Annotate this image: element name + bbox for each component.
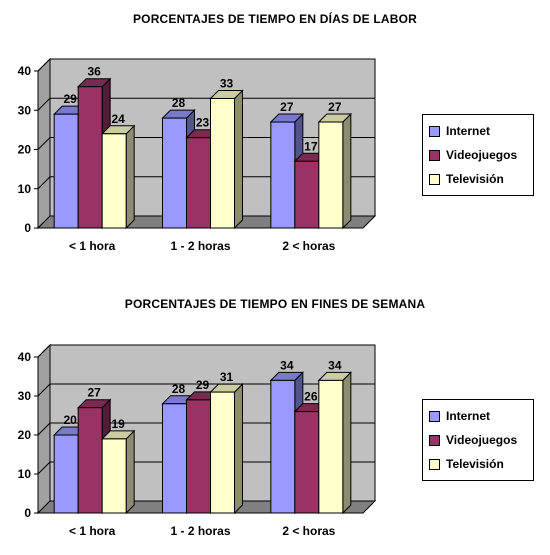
legend-swatch-internet	[429, 125, 440, 137]
chart-fines-de-semana: PORCENTAJES DE TIEMPO EN FINES DE SEMANA…	[0, 285, 550, 555]
bar-television-1-hora	[100, 124, 136, 230]
x-tick-label: 1 - 2 horas	[170, 239, 230, 253]
gridline	[37, 461, 375, 475]
gridline	[37, 137, 375, 150]
gridline	[37, 344, 375, 358]
data-label: 20	[63, 413, 77, 427]
gridline	[37, 58, 375, 72]
legend-item-videojuegos: Videojuegos	[429, 143, 533, 167]
legend-swatch-television	[429, 458, 440, 470]
legend-label: Videojuegos	[446, 148, 518, 162]
bar-front	[270, 121, 296, 229]
gridline	[37, 176, 375, 190]
bar-front	[210, 391, 235, 514]
y-tick-label: 30	[18, 389, 32, 403]
gridline	[37, 383, 375, 397]
chart-title: PORCENTAJES DE TIEMPO EN FINES DE SEMANA	[124, 297, 426, 311]
bar-side	[125, 124, 135, 230]
y-tick-label: 20	[18, 428, 32, 442]
x-tick-label: < 1 hora	[69, 524, 116, 538]
bar-front	[294, 411, 320, 514]
gridline	[37, 97, 375, 111]
data-label: 23	[196, 116, 210, 130]
data-label: 28	[172, 96, 186, 110]
legend-swatch-videojuegos	[429, 434, 440, 446]
bar-side	[234, 382, 243, 515]
data-label: 17	[304, 139, 318, 153]
y-tick-label: 0	[24, 221, 31, 235]
bar-front	[77, 407, 103, 514]
legend-label: Televisión	[446, 172, 504, 186]
data-label: 31	[220, 370, 234, 384]
bar-front	[270, 379, 296, 514]
bar-side	[342, 371, 352, 515]
x-tick-label: 2 < horas	[282, 524, 335, 538]
data-label: 28	[172, 382, 186, 396]
data-label: 33	[220, 76, 234, 90]
data-label: 36	[87, 65, 101, 79]
chart-dias-de-labor: PORCENTAJES DE TIEMPO EN DÍAS DE LABOR 0…	[0, 0, 550, 275]
bar-television-1-2-horas	[209, 89, 244, 230]
bar-chart-plot: 0 10 20 30 40 29 36 24 < 1 hora 28 23 33 1 - 2 horas…	[18, 57, 377, 253]
data-label: 27	[87, 386, 101, 400]
y-tick-label: 40	[18, 350, 32, 364]
bar-front	[101, 133, 127, 229]
bar-front	[318, 379, 344, 514]
data-label: 34	[280, 358, 294, 372]
legend-label: Internet	[446, 409, 491, 423]
legend-swatch-internet	[429, 410, 440, 422]
legend-label: Televisión	[446, 457, 504, 471]
data-label: 27	[280, 100, 294, 114]
y-tick-label: 0	[24, 506, 31, 520]
bar-side	[342, 112, 352, 230]
bar-television-1-hora	[100, 429, 136, 515]
bar-television-2-horas	[317, 112, 353, 230]
legend-item-internet: Internet	[429, 119, 533, 143]
legend-swatch-videojuegos	[429, 149, 440, 161]
x-tick-label: < 1 hora	[69, 239, 116, 253]
chart-title: PORCENTAJES DE TIEMPO EN DÍAS DE LABOR	[132, 12, 418, 26]
x-tick-label: 1 - 2 horas	[170, 524, 230, 538]
data-label: 24	[111, 112, 125, 126]
data-label: 29	[196, 378, 210, 392]
bar-side	[234, 89, 243, 230]
bar-chart-plot: 0 10 20 30 40 20 27 19 < 1 hora 28 29 31 1 - 2 horas…	[18, 343, 377, 538]
legend-item-internet: Internet	[429, 404, 533, 428]
data-label: 19	[111, 417, 125, 431]
bar-front	[53, 113, 79, 229]
bar-front	[210, 97, 235, 229]
legend-item-television: Televisión	[429, 167, 533, 191]
legend-label: Internet	[446, 124, 491, 138]
gridline	[37, 422, 375, 436]
bar-front	[162, 117, 187, 229]
bar-front	[186, 399, 211, 514]
legend-item-television: Televisión	[429, 452, 533, 476]
data-label: 26	[304, 390, 318, 404]
y-tick-label: 40	[18, 64, 32, 78]
bar-television-2-horas	[317, 371, 353, 515]
chart-legend: Internet Videojuegos Televisión	[422, 399, 534, 481]
bar-television-1-2-horas	[209, 382, 244, 515]
legend-item-videojuegos: Videojuegos	[429, 428, 533, 452]
bar-front	[318, 121, 344, 229]
y-tick-label: 10	[18, 467, 32, 481]
legend-label: Videojuegos	[446, 433, 518, 447]
data-label: 34	[328, 358, 342, 372]
bar-front	[77, 86, 103, 229]
y-tick-label: 30	[18, 103, 32, 117]
bar-front	[294, 160, 320, 229]
data-label: 27	[328, 100, 342, 114]
bar-front	[162, 403, 187, 514]
x-tick-label: 2 < horas	[282, 239, 335, 253]
legend-swatch-television	[429, 173, 440, 185]
bar-front	[101, 438, 127, 514]
y-tick-label: 10	[18, 182, 32, 196]
bar-side	[125, 429, 135, 515]
chart-legend: Internet Videojuegos Televisión	[422, 114, 534, 196]
data-label: 29	[63, 92, 77, 106]
bar-front	[186, 137, 211, 229]
y-tick-label: 20	[18, 143, 32, 157]
bar-front	[53, 434, 79, 514]
